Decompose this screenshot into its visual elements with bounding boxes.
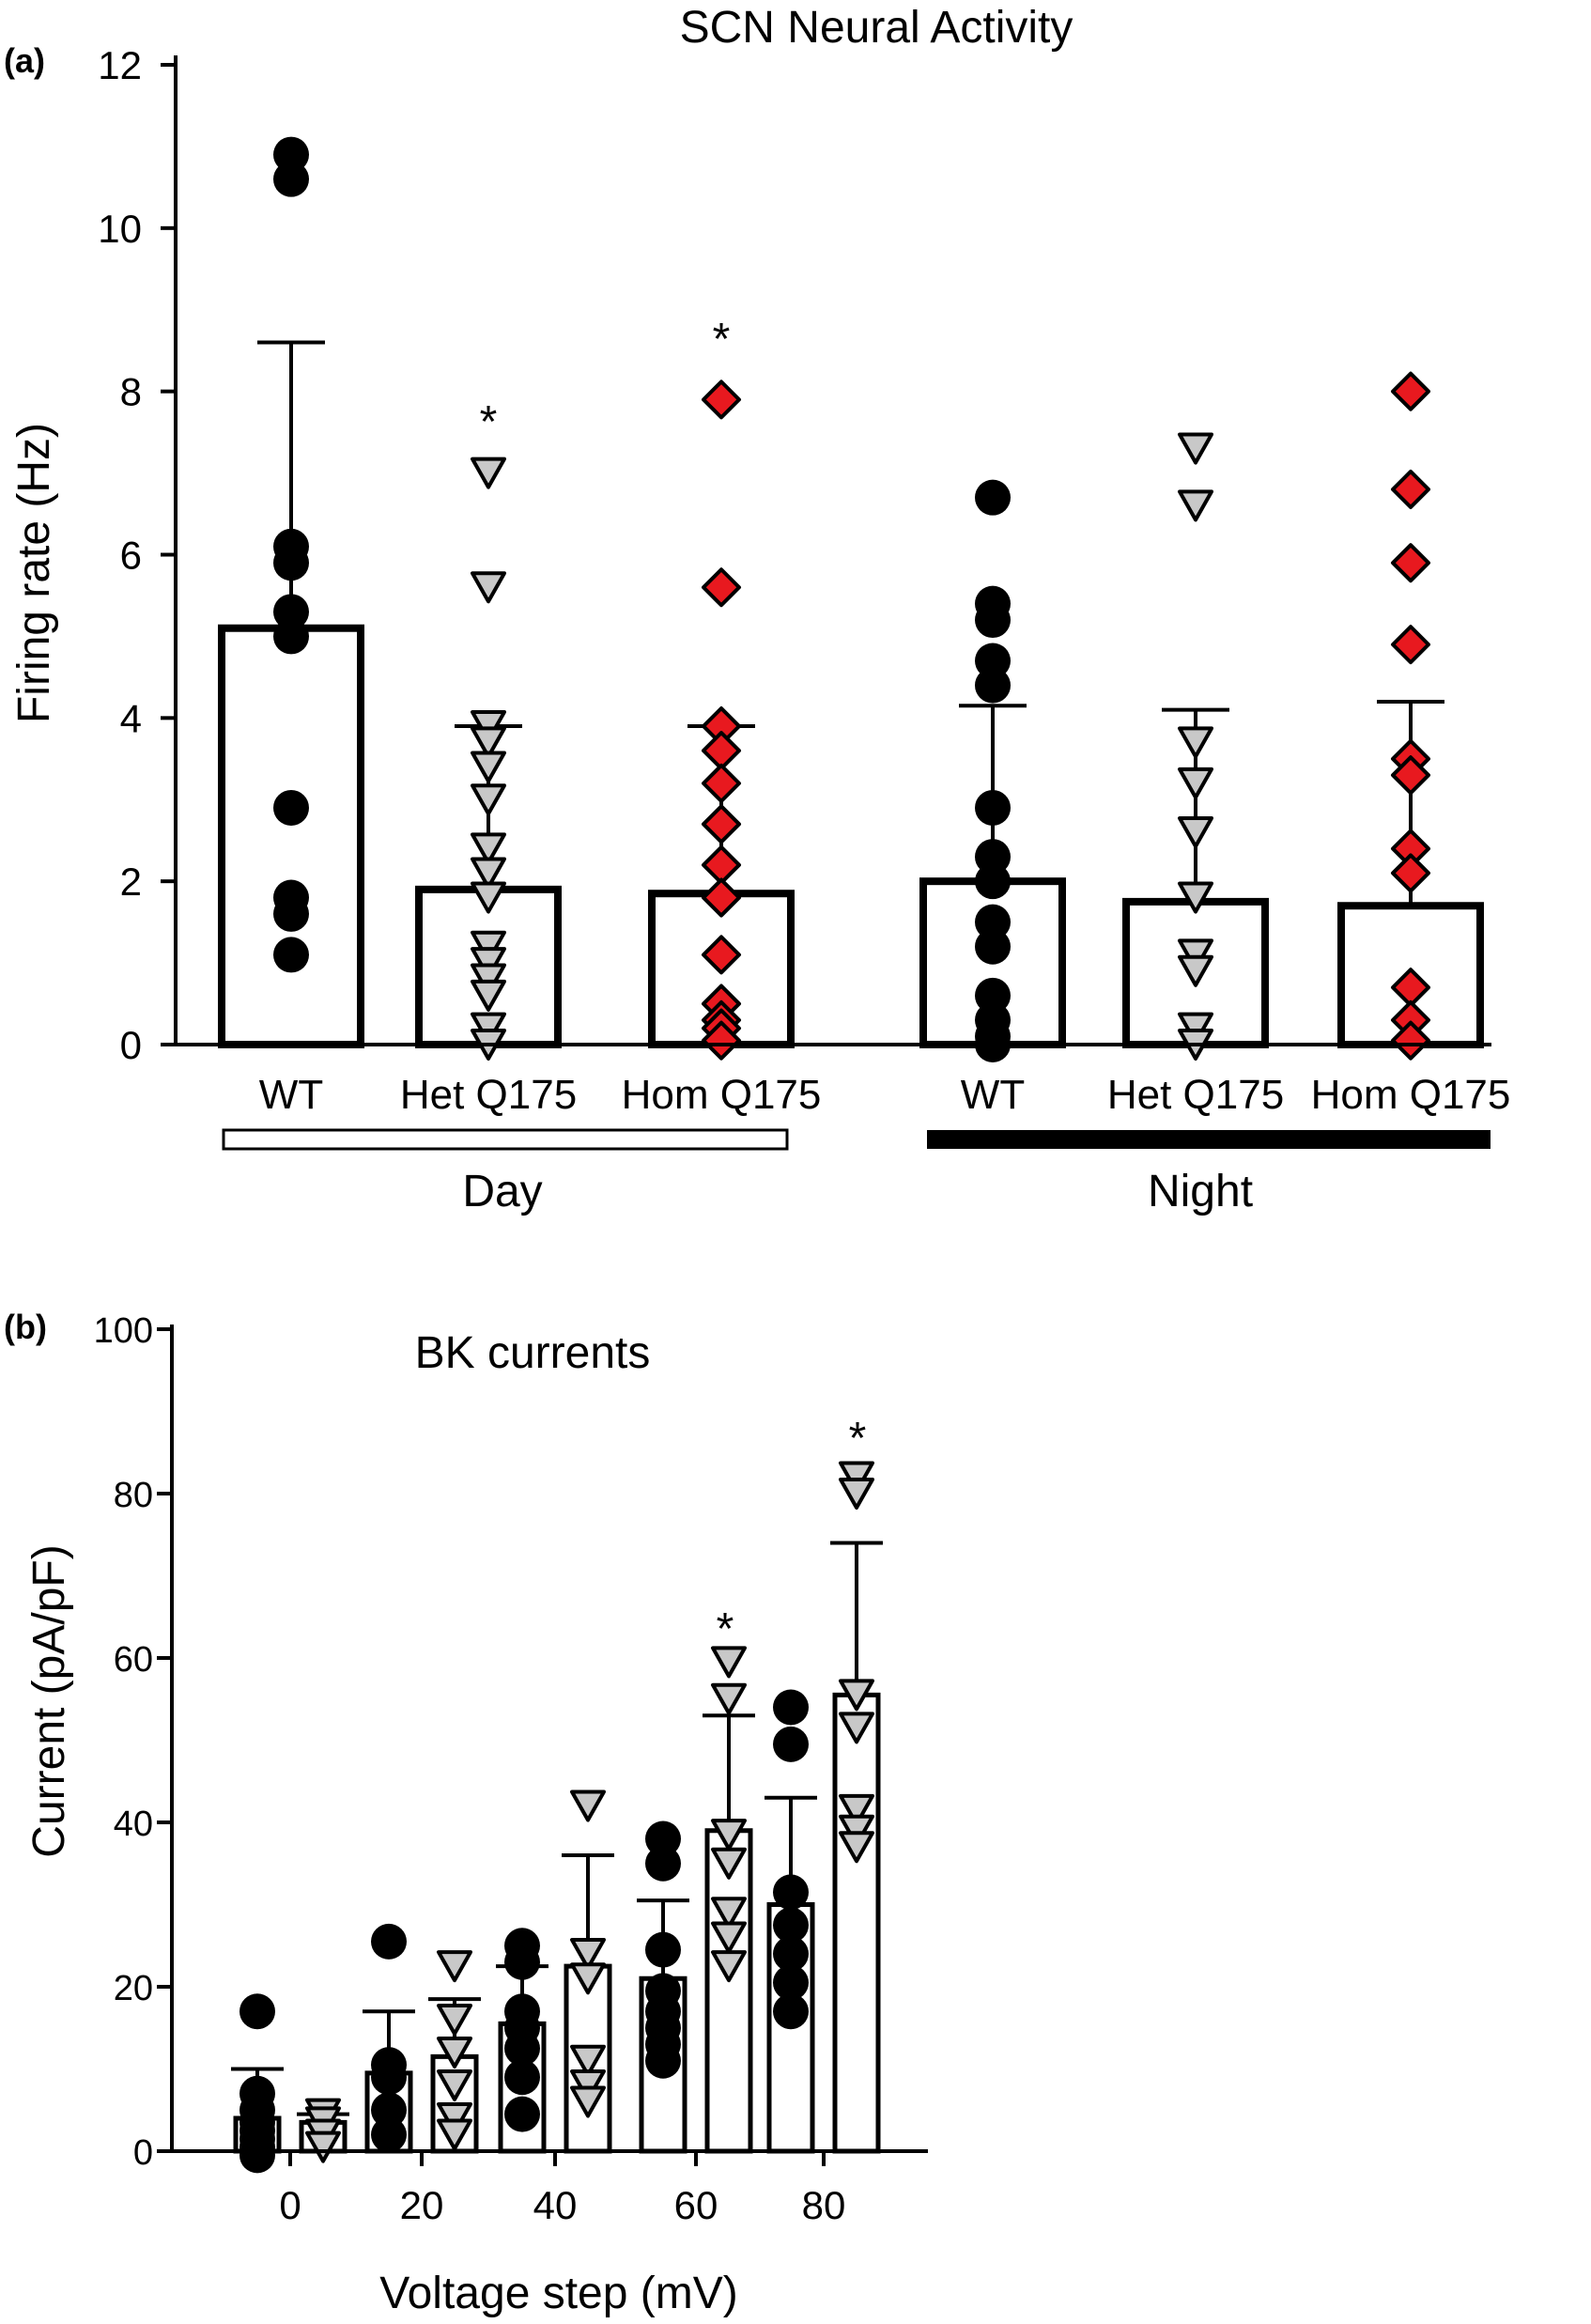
panel-a-y-tick-label: 4 — [120, 696, 142, 740]
data-point-night-het-q175 — [1178, 489, 1213, 522]
data-point-circle-0mv — [239, 1993, 275, 2030]
data-point-circle-80mv — [773, 1726, 809, 1762]
data-point-night-hom-q175 — [1391, 371, 1430, 411]
data-point-day-hom-q175 — [702, 763, 741, 803]
data-point-night-wt — [975, 667, 1011, 704]
panel-b-y-tick-label: 40 — [114, 1805, 153, 1844]
night-group-bar — [927, 1130, 1491, 1149]
day-group-label: Day — [462, 1167, 542, 1216]
data-point-day-wt — [273, 161, 309, 197]
panel-a-y-tick-label: 8 — [120, 370, 142, 414]
panel-b-y-tick-label: 20 — [114, 1969, 153, 2008]
data-point-circle-80mv — [773, 1689, 809, 1726]
panel-a-star-hom-day: * — [713, 315, 731, 364]
data-point-day-hom-q175 — [702, 731, 741, 771]
panel-a-star-het-day: * — [480, 397, 498, 447]
data-point-circle-80mv — [773, 1874, 809, 1911]
data-point-night-het-q175 — [1178, 767, 1213, 799]
data-point-night-hom-q175 — [1391, 853, 1430, 893]
data-point-day-het-q175 — [471, 457, 506, 489]
data-point-day-het-q175 — [471, 783, 506, 816]
panel-a-y-axis-label: Firing rate (Hz) — [9, 423, 59, 723]
data-point-night-het-q175 — [1178, 432, 1213, 465]
panel-b: (b) BK currents Current (pA/pF) Voltage … — [4, 1308, 928, 2318]
panel-b-x-tick-label: 40 — [533, 2183, 578, 2227]
data-point-day-wt — [273, 937, 309, 973]
data-point-circle-20mv — [371, 2059, 407, 2096]
panel-a-title: SCN Neural Activity — [680, 3, 1074, 53]
panel-b-x-tick-label: 80 — [802, 2183, 846, 2227]
data-point-day-wt — [273, 545, 309, 581]
data-point-circle-80mv — [773, 1993, 809, 2030]
category-label-night-het-q175: Het Q175 — [1107, 1072, 1284, 1118]
bar-triangle-down-80mv — [832, 1692, 881, 2154]
panel-a-y-tick-label: 2 — [120, 860, 142, 904]
data-point-night-hom-q175 — [1391, 625, 1430, 665]
data-point-night-hom-q175 — [1391, 469, 1430, 509]
data-point-triangle-down-60mv — [711, 1682, 747, 1715]
data-point-night-wt — [975, 602, 1011, 639]
panel-b-y-tick-label: 80 — [114, 1476, 153, 1515]
panel-b-y-tick-label: 0 — [133, 2133, 153, 2173]
data-point-day-wt — [273, 895, 309, 932]
panel-b-y-axis-label: Current (pA/pF) — [24, 1544, 74, 1857]
data-point-circle-60mv — [645, 1931, 681, 1968]
data-point-day-wt — [273, 618, 309, 655]
panel-b-x-axis-label: Voltage step (mV) — [379, 2269, 738, 2318]
data-point-night-hom-q175 — [1391, 543, 1430, 583]
category-label-day-het-q175: Het Q175 — [400, 1072, 577, 1118]
category-label-night-wt: WT — [961, 1072, 1025, 1118]
data-point-night-het-q175 — [1178, 726, 1213, 759]
panel-b-x-tick-label: 20 — [400, 2183, 444, 2227]
panel-a-label: (a) — [4, 41, 45, 80]
day-group-bar — [222, 1128, 789, 1151]
panel-a: (a) SCN Neural Activity Firing rate (Hz)… — [4, 3, 1510, 1216]
night-group-label: Night — [1148, 1167, 1253, 1216]
data-point-day-hom-q175 — [702, 844, 741, 885]
panel-b-title: BK currents — [415, 1328, 651, 1378]
panel-b-star-80: * — [849, 1414, 867, 1464]
data-point-day-wt — [273, 789, 309, 826]
data-point-triangle-down-40mv — [570, 1789, 606, 1822]
data-point-night-het-q175 — [1178, 816, 1213, 849]
data-point-circle-40mv — [504, 1944, 540, 1980]
data-point-night-wt — [975, 863, 1011, 900]
panel-b-x-tick-label: 0 — [279, 2183, 301, 2227]
panel-b-y-tick-label: 60 — [114, 1640, 153, 1680]
data-point-day-het-q175 — [471, 751, 506, 783]
data-point-night-wt — [975, 928, 1011, 965]
data-point-circle-0mv — [239, 2137, 275, 2174]
data-point-circle-40mv — [504, 2096, 540, 2132]
panel-a-y-tick-label: 12 — [98, 43, 142, 87]
data-point-night-wt — [975, 479, 1011, 516]
bar-day-wt — [218, 624, 364, 1048]
panel-a-y-tick-label: 10 — [98, 207, 142, 251]
data-point-day-hom-q175 — [702, 804, 741, 844]
data-point-circle-20mv — [371, 1923, 407, 1960]
data-point-circle-60mv — [645, 1845, 681, 1882]
data-point-day-hom-q175 — [702, 567, 741, 608]
panel-a-y-tick-label: 0 — [120, 1023, 142, 1067]
panel-b-x-tick-label: 60 — [674, 2183, 718, 2227]
data-point-circle-20mv — [371, 2116, 407, 2153]
data-point-circle-40mv — [504, 2059, 540, 2096]
panel-a-y-tick-label: 6 — [120, 534, 142, 578]
data-point-triangle-down-20mv — [437, 2004, 472, 2036]
data-point-triangle-down-20mv — [437, 1950, 472, 1983]
category-label-day-wt: WT — [259, 1072, 323, 1118]
data-point-night-wt — [975, 789, 1011, 826]
data-point-day-het-q175 — [471, 571, 506, 604]
data-point-circle-60mv — [645, 2042, 681, 2079]
category-label-day-hom-q175: Hom Q175 — [622, 1072, 822, 1118]
panel-b-y-tick-label: 100 — [94, 1311, 153, 1351]
data-point-day-hom-q175 — [702, 380, 741, 420]
data-point-triangle-down-80mv — [839, 1478, 874, 1510]
panel-b-label: (b) — [4, 1308, 47, 1346]
panel-b-star-60: * — [717, 1604, 734, 1654]
category-label-night-hom-q175: Hom Q175 — [1311, 1072, 1511, 1118]
